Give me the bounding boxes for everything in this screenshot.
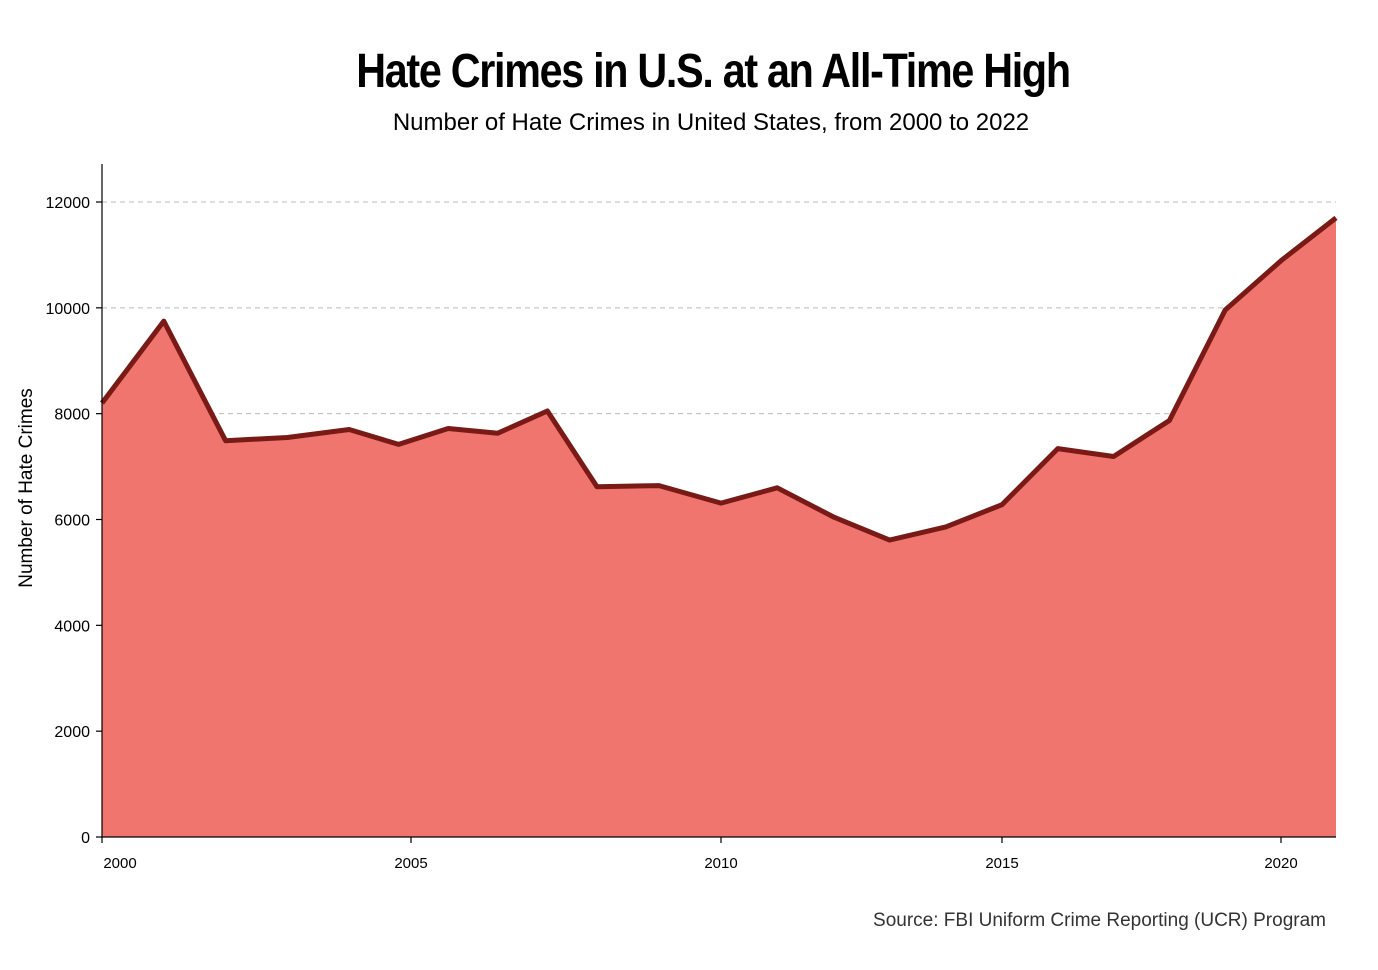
x-tick-label: 2010	[704, 855, 737, 872]
y-tick-label: 4000	[54, 618, 90, 635]
y-axis-title: Number of Hate Crimes	[16, 388, 37, 588]
area-fill	[102, 217, 1336, 837]
series-line	[100, 215, 1338, 543]
y-axis: 0 2000 4000 6000 8000 10000 12000	[46, 164, 103, 847]
y-tick-label: 6000	[54, 513, 90, 530]
y-tick-label: 2000	[54, 724, 90, 741]
x-tick-label: 2000	[103, 855, 136, 872]
source-note: Source: FBI Uniform Crime Reporting (UCR…	[873, 910, 1326, 931]
chart-subtitle: Number of Hate Crimes in United States, …	[392, 109, 1030, 136]
chart-title: Hate Crimes in U.S. at an All-Time High	[356, 45, 1071, 98]
x-tick-label: 2005	[394, 855, 427, 872]
y-tick-label: 0	[81, 830, 90, 847]
grid-lines	[102, 201, 1336, 415]
y-tick-label: 8000	[54, 407, 90, 424]
y-tick-label: 10000	[46, 301, 91, 318]
x-tick-label: 2015	[985, 855, 1018, 872]
x-tick-label: 2020	[1264, 855, 1297, 872]
y-tick-label: 12000	[46, 195, 91, 212]
x-axis: 2000 2005 2010 2015 2020	[101, 836, 1336, 872]
